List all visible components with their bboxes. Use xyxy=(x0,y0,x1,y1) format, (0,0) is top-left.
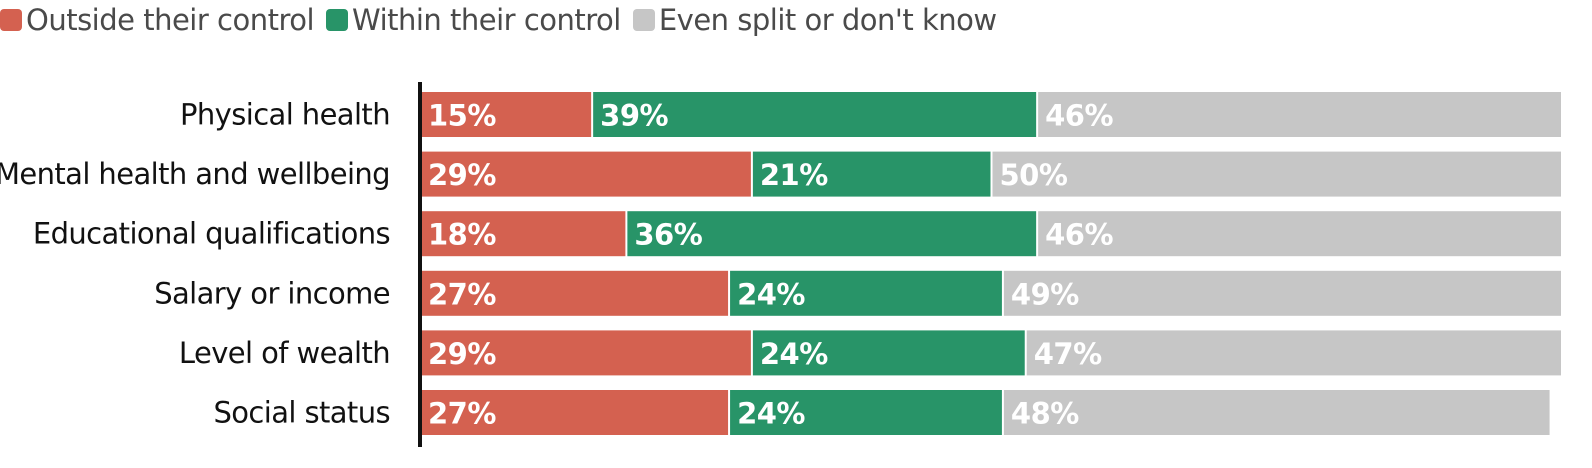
legend-item-neutral: Even split or don't know xyxy=(632,3,997,37)
value-label-within-their-control-physical-health: 39% xyxy=(600,99,668,133)
value-label-outside-their-control-physical-health: 15% xyxy=(428,99,496,133)
value-label-outside-their-control-level-of-wealth: 29% xyxy=(428,337,496,371)
legend-swatch-neutral xyxy=(632,9,655,31)
category-label-physical-health: Physical health xyxy=(180,98,390,132)
legend-item-outside: Outside their control xyxy=(0,3,315,37)
bar-segment-even-split-or-don-t-know-educational-qualifications xyxy=(1038,211,1561,257)
bar-segment-outside-their-control-salary-or-income xyxy=(420,270,729,316)
value-label-within-their-control-mental-health-and-wellbeing: 21% xyxy=(760,158,828,192)
bar-segment-within-their-control-physical-health xyxy=(593,92,1037,137)
value-label-even-split-or-don-t-know-level-of-wealth: 47% xyxy=(1034,337,1102,371)
bar-segment-even-split-or-don-t-know-salary-or-income xyxy=(1003,270,1561,316)
category-label-salary-or-income: Salary or income xyxy=(154,276,390,310)
legend-label-outside: Outside their control xyxy=(26,3,315,37)
bar-segment-within-their-control-social-status xyxy=(730,390,1002,435)
legend-swatch-within xyxy=(326,9,349,31)
category-label-educational-qualifications: Educational qualifications xyxy=(33,217,390,251)
chart-legend: Outside their control Within their contr… xyxy=(0,0,1009,40)
bar-segment-within-their-control-salary-or-income xyxy=(730,270,1002,316)
value-label-even-split-or-don-t-know-mental-health-and-wellbeing: 50% xyxy=(1000,158,1068,192)
legend-swatch-outside xyxy=(0,9,22,31)
category-label-mental-health-and-wellbeing: Mental health and wellbeing xyxy=(0,157,390,191)
value-label-even-split-or-don-t-know-physical-health: 46% xyxy=(1045,99,1113,133)
legend-item-within: Within their control xyxy=(326,3,621,37)
value-label-outside-their-control-social-status: 27% xyxy=(428,397,496,431)
bar-segment-even-split-or-don-t-know-level-of-wealth xyxy=(1026,330,1561,376)
bar-segment-outside-their-control-educational-qualifications xyxy=(420,211,626,257)
bar-segment-even-split-or-don-t-know-social-status xyxy=(1003,390,1550,435)
bar-segment-outside-their-control-social-status xyxy=(420,390,729,435)
value-label-outside-their-control-salary-or-income: 27% xyxy=(428,277,496,311)
value-label-even-split-or-don-t-know-educational-qualifications: 46% xyxy=(1045,218,1113,252)
value-label-within-their-control-social-status: 24% xyxy=(737,397,805,431)
bar-segment-even-split-or-don-t-know-mental-health-and-wellbeing xyxy=(992,151,1561,197)
value-label-within-their-control-level-of-wealth: 24% xyxy=(760,337,828,371)
category-label-social-status: Social status xyxy=(213,396,390,430)
bar-segment-outside-their-control-physical-health xyxy=(420,92,592,137)
bar-segment-within-their-control-level-of-wealth xyxy=(752,330,1025,376)
value-label-within-their-control-salary-or-income: 24% xyxy=(737,277,805,311)
category-label-level-of-wealth: Level of wealth xyxy=(179,336,390,370)
value-label-outside-their-control-mental-health-and-wellbeing: 29% xyxy=(428,158,496,192)
bar-segment-within-their-control-mental-health-and-wellbeing xyxy=(752,151,991,197)
bar-segment-outside-their-control-mental-health-and-wellbeing xyxy=(420,151,751,197)
legend-label-neutral: Even split or don't know xyxy=(658,3,997,37)
bar-segment-outside-their-control-level-of-wealth xyxy=(420,330,751,376)
value-label-within-their-control-educational-qualifications: 36% xyxy=(634,218,702,252)
bar-segment-even-split-or-don-t-know-physical-health xyxy=(1038,92,1561,137)
value-label-even-split-or-don-t-know-salary-or-income: 49% xyxy=(1011,277,1079,311)
value-label-outside-their-control-educational-qualifications: 18% xyxy=(428,218,496,252)
bar-segment-within-their-control-educational-qualifications xyxy=(627,211,1037,257)
value-label-even-split-or-don-t-know-social-status: 48% xyxy=(1011,397,1079,431)
legend-label-within: Within their control xyxy=(352,3,621,37)
